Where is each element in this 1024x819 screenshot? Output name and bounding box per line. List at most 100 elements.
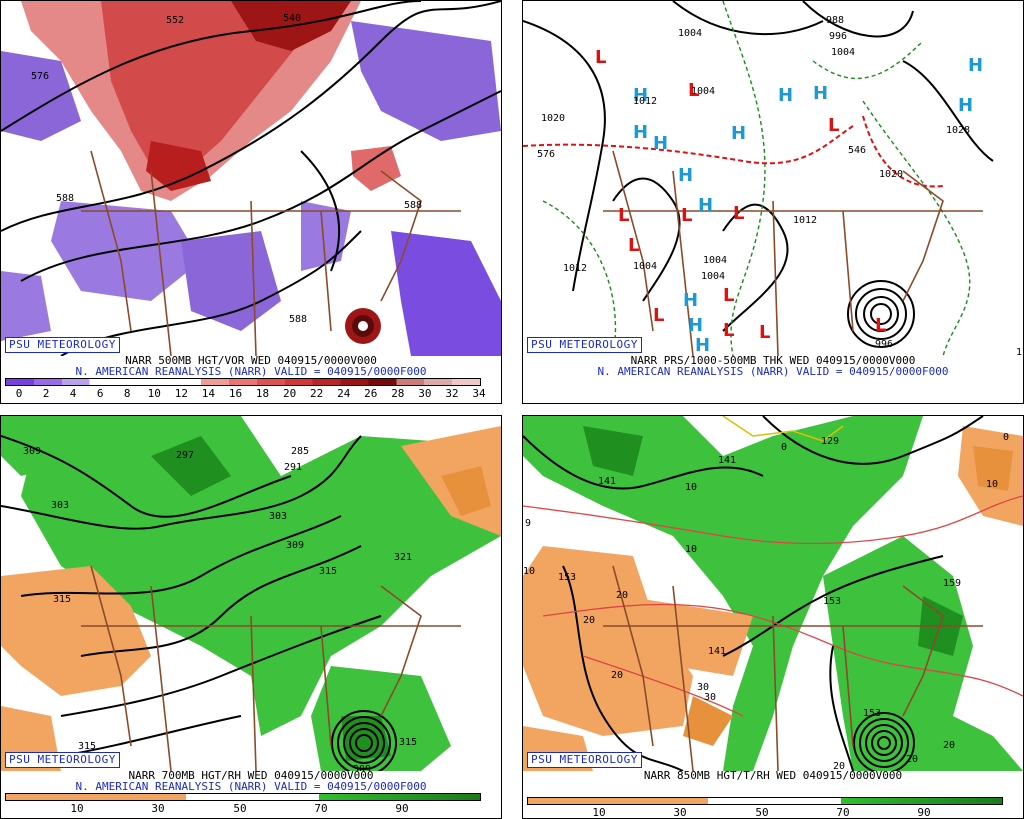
contour-label: 291 [284,462,302,473]
product-title: NARR 700MB HGT/RH WED 040915/0000V000 [128,769,374,782]
product-title: NARR PRS/1000-500MB THK WED 040915/0000V… [630,354,916,367]
colorbar-tick-label: 8 [123,387,131,400]
psu-meteorology-badge: PSU METEOROLOGY [527,337,642,353]
colorbar-tick-label: 18 [255,387,270,400]
colorbar-tick-label: 0 [15,387,23,400]
product-title: NARR 850MB HGT/T/RH WED 040915/0000V000 [643,769,903,782]
low-pressure-marker: L [759,322,770,343]
psu-meteorology-badge: PSU METEOROLOGY [5,752,120,768]
colorbar-tick-label: 16 [228,387,243,400]
colorbar-tick-label: 90 [917,806,931,819]
contour-label: 315 [319,566,337,577]
contour-label: 9 [525,518,531,529]
contour-label: 297 [176,450,194,461]
contour-label: 315 [78,741,96,752]
high-pressure-marker: H [813,83,828,104]
vorticity-colorbar [5,378,481,386]
contour-label: 129 [821,436,839,447]
colorbar-tick-label: 50 [233,802,247,815]
panel-700mb-rh: 309 297 285 291 303 303 309 315 321 315 … [0,415,502,819]
panel-500mb-vorticity: 576 588 588 588 540 552 PSU METEOROLOGY … [0,0,502,404]
colorbar-tick-label: 50 [755,806,769,819]
high-pressure-marker: H [731,123,746,144]
low-pressure-marker: L [653,305,664,326]
map-700mb-rh: 309 297 285 291 303 303 309 315 321 315 … [1,416,501,771]
contour-label: 153 [558,572,576,583]
psu-meteorology-badge: PSU METEOROLOGY [5,337,120,353]
colorbar-tick-label: 10 [147,387,161,400]
low-pressure-marker: L [681,205,692,226]
high-pressure-marker: H [688,315,703,336]
contour-label: 141 [718,455,736,466]
rh-colorbar-ticks: 10 30 50 70 90 [527,807,1003,819]
contour-label: 309 [353,764,371,771]
high-pressure-marker: H [698,195,713,216]
valid-time: N. AMERICAN REANALYSIS (NARR) VALID = 04… [75,365,427,378]
high-pressure-marker: H [683,290,698,311]
contour-label: 1020 [541,113,565,124]
high-pressure-marker: H [958,95,973,116]
contour-label: 996 [829,31,847,42]
temp-label: 10 [986,479,998,490]
contour-label: 285 [291,446,309,457]
colorbar-tick-label: 90 [395,802,409,815]
temp-label: 0 [1003,432,1009,443]
high-pressure-marker: H [653,133,668,154]
temp-label: 0 [781,442,787,453]
contour-label: 552 [166,15,184,26]
high-pressure-marker: H [695,335,710,356]
colorbar-tick-label: 10 [592,806,606,819]
colorbar-tick-label: 70 [314,802,328,815]
colorbar-tick-label: 20 [282,387,297,400]
contour-label: 540 [283,13,301,24]
map-500mb: 576 588 588 588 540 552 [1,1,501,356]
contour-label: 141 [598,476,616,487]
colorbar-tick-label: 30 [673,806,687,819]
contour-label: 1020 [879,169,903,180]
panel-pressure-thickness: L L L L L L L L L L L L H H H H H H H H … [522,0,1024,404]
vorticity-colorbar-ticks: 0 2 4 6 8 10 12 14 16 18 20 22 24 26 28 30 32 34 [5,387,486,402]
product-title: NARR 500MB HGT/VOR WED 040915/0000V000 [125,354,377,367]
temp-label: 10 [685,482,697,493]
contour-label: 1012 [633,96,657,107]
psu-meteorology-badge: PSU METEOROLOGY [527,752,642,768]
rh-colorbar-ticks: 10 30 50 70 90 [5,803,481,817]
temp-label: 10 [523,566,535,577]
contour-label: 141 [708,646,726,657]
contour-label: 588 [56,193,74,204]
contour-label: 576 [537,149,555,160]
temp-label: 30 [697,682,709,693]
contour-label: 1004 [678,28,702,39]
low-pressure-marker: L [723,320,734,341]
valid-time: N. AMERICAN REANALYSIS (NARR) VALID = 04… [597,365,949,378]
contour-label: 153 [823,596,841,607]
colorbar-tick-label: 12 [174,387,188,400]
contour-label: 1012 [563,263,587,274]
temp-label: 20 [943,740,955,751]
contour-label: 576 [31,71,49,82]
low-pressure-marker: L [595,47,606,68]
colorbar-tick-label: 24 [337,387,351,400]
colorbar-tick-label: 14 [201,387,216,400]
high-pressure-marker: H [633,85,648,106]
colorbar-tick-label: 32 [445,387,459,400]
colorbar-tick-label: 34 [472,387,486,400]
colorbar-tick-label: 4 [69,387,77,400]
contour-label: 996 [875,339,893,350]
temp-label: 20 [906,754,918,765]
colorbar-tick-label: 28 [391,387,405,400]
temp-label: 30 [704,692,716,703]
contour-label: 315 [53,594,71,605]
high-pressure-marker: H [968,55,983,76]
temp-label: 10 [685,544,697,555]
contour-label: 1004 [701,271,725,282]
contour-label: 1028 [946,125,970,136]
colorbar-tick-label: 10 [70,802,84,815]
colorbar-tick-label: 6 [96,387,104,400]
contour-label: 1004 [691,86,715,97]
low-pressure-marker: L [618,205,629,226]
temp-label: 20 [611,670,623,681]
valid-time: N. AMERICAN REANALYSIS (NARR) VALID = 04… [75,780,427,793]
contour-label: 1004 [831,47,855,58]
colorbar-tick-label: 70 [836,806,850,819]
